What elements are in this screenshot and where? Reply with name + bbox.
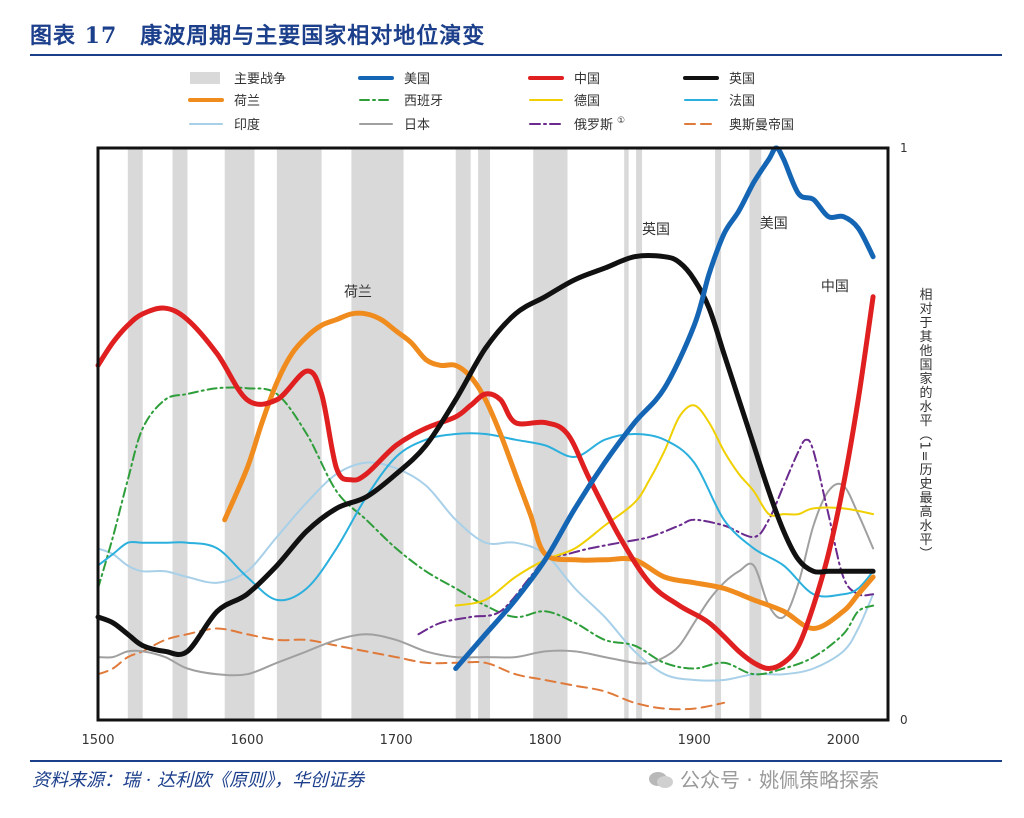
legend-label: 主要战争 (234, 72, 286, 87)
x-tick-label: 1900 (678, 733, 711, 748)
title-divider (30, 54, 1002, 56)
legend-label: 印度 (234, 117, 260, 133)
legend-label: 法国 (729, 94, 755, 109)
x-tick-label: 2000 (827, 733, 860, 748)
legend-label: 德国 (574, 94, 600, 109)
y-axis-label: 相对于其他国家的水平（1=历史最高水平） (917, 287, 933, 560)
footer-divider (30, 760, 1002, 762)
figure-title: 图表 17 康波周期与主要国家相对地位演变 (30, 23, 486, 49)
legend-label: 荷兰 (234, 94, 260, 109)
series-line-7 (97, 461, 875, 682)
legend-label: 英国 (729, 72, 755, 87)
y-tick-label: 1 (900, 141, 908, 155)
series-line-10 (97, 627, 725, 711)
legend-label: 中国 (574, 72, 600, 87)
series-line-9 (417, 438, 875, 636)
legend-label: 日本 (404, 118, 430, 133)
series-label: 美国 (760, 216, 788, 232)
series-label: 英国 (642, 221, 670, 238)
series-line-2 (95, 253, 876, 658)
series-line-8 (97, 482, 875, 677)
legend-label: 西班牙 (404, 94, 443, 109)
x-tick-label: 1600 (231, 733, 264, 748)
y-tick-label: 0 (900, 713, 908, 727)
series-line-1 (95, 294, 876, 671)
legend-swatch (190, 72, 220, 84)
legend-label: 美国 (404, 72, 430, 87)
watermark: 公众号 · 姚佩策略探索 (680, 768, 880, 792)
war-band (749, 148, 762, 720)
series-line-4 (97, 386, 875, 676)
plot-frame (96, 146, 890, 722)
x-tick-label: 1700 (380, 733, 413, 748)
war-band (127, 148, 143, 720)
legend-label: 俄罗斯 (574, 118, 613, 133)
series-label: 中国 (821, 279, 849, 295)
legend-footnote-mark: ① (617, 116, 625, 126)
x-tick-label: 1500 (81, 733, 114, 748)
series-line-3 (222, 310, 876, 631)
war-band (715, 148, 722, 720)
x-tick-label: 1800 (529, 733, 562, 748)
wechat-icon (649, 772, 673, 788)
legend-label: 奥斯曼帝国 (729, 117, 794, 133)
war-band (533, 148, 568, 720)
series-label: 荷兰 (344, 285, 372, 301)
war-band (224, 148, 255, 720)
war-band (351, 148, 404, 720)
series-line-6 (97, 432, 875, 602)
war-band (276, 148, 322, 720)
source-note: 资料来源：瑞 · 达利欧《原则》，华创证券 (32, 770, 365, 791)
series-line-0 (453, 145, 876, 671)
